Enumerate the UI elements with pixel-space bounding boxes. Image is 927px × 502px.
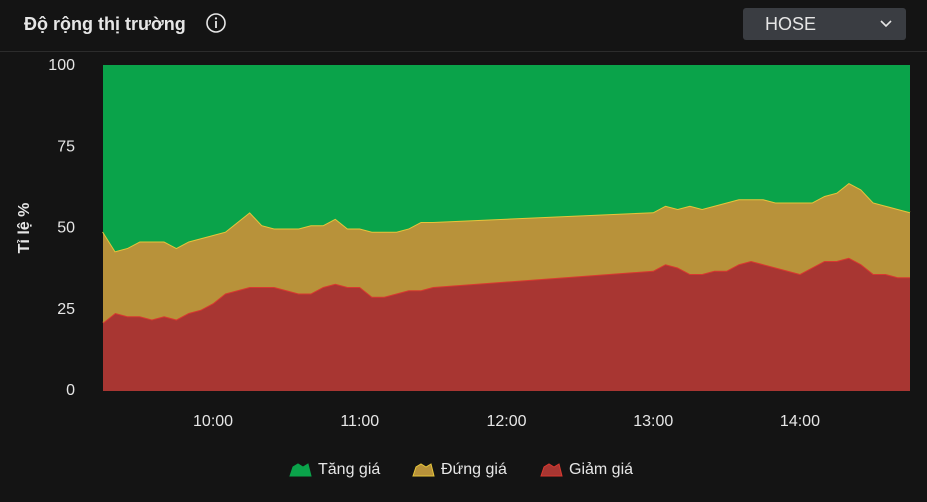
header: Độ rộng thị trường HOSE	[0, 0, 927, 52]
area	[103, 66, 910, 252]
y-tick-label: 0	[66, 382, 75, 399]
legend-icon	[289, 463, 312, 477]
x-tick-label: 14:00	[780, 413, 820, 430]
x-tick-label: 13:00	[633, 413, 673, 430]
y-tick-label: 25	[57, 301, 75, 318]
legend-label: Tăng giá	[318, 461, 380, 478]
chart: Tỉ lệ % 0 25 50 75 100 10:00 11:00 12:00 13:00 14…	[16, 57, 911, 478]
chevron	[880, 20, 892, 28]
x-tick-label: 12:00	[486, 413, 526, 430]
info-icon[interactable]	[205, 12, 227, 34]
legend-label: Đứng giá	[441, 461, 507, 478]
title: Độ rộng thị trường	[24, 14, 186, 34]
y-tick-label: 50	[57, 220, 75, 237]
legend-label: Giảm giá	[569, 461, 633, 478]
x-tick-label: 11:00	[340, 413, 379, 430]
legend-icon	[412, 463, 435, 477]
area	[103, 257, 910, 391]
y-tick-label: 75	[57, 138, 75, 155]
market-dropdown[interactable]: HOSE	[743, 8, 906, 40]
x-tick-label: 10:00	[193, 413, 233, 430]
market-value: HOSE	[765, 14, 817, 34]
area	[103, 183, 910, 323]
legend-icon	[540, 463, 563, 477]
y-axis-label: Tỉ lệ %	[16, 203, 33, 254]
y-tick-label: 100	[48, 57, 75, 74]
